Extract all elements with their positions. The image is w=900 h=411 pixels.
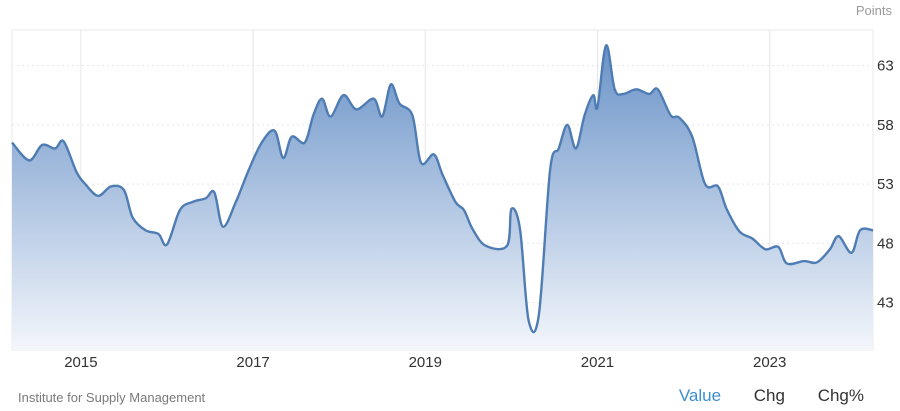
x-tick-label: 2021 <box>581 354 614 371</box>
x-tick-label: 2015 <box>64 354 97 371</box>
series-line <box>11 44 874 334</box>
x-tick-label: 2017 <box>236 354 269 371</box>
chart-ticks: 2015 2017 2019 2021 2023 43 48 53 58 63 <box>64 58 893 371</box>
y-tick-label: 53 <box>877 176 894 193</box>
y-tick-label: 63 <box>877 58 894 75</box>
y-tick-label: 43 <box>877 295 894 312</box>
y-tick-label: 48 <box>877 235 894 252</box>
series-area <box>12 45 873 351</box>
value-button[interactable]: Value <box>678 386 722 405</box>
chg-button[interactable]: Chg <box>753 386 785 405</box>
source-label: Institute for Supply Management <box>18 390 206 405</box>
chart-controls: Value Chg Chg% <box>651 386 864 406</box>
x-tick-label: 2019 <box>409 354 442 371</box>
y-tick-label: 58 <box>877 117 894 134</box>
x-tick-label: 2023 <box>753 354 786 371</box>
chgpct-button[interactable]: Chg% <box>817 386 864 405</box>
unit-label: Points <box>855 3 892 18</box>
